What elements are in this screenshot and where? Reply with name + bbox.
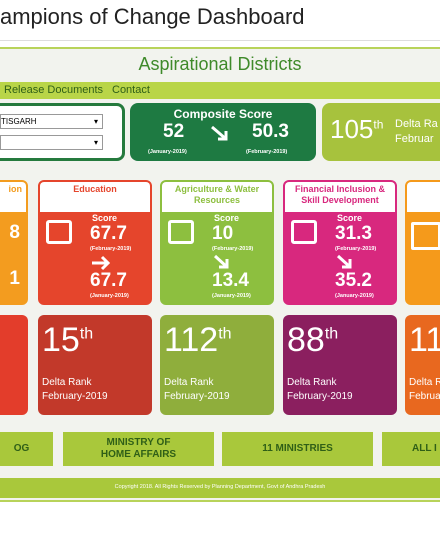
score-top: 8 xyxy=(9,222,20,243)
rank-period: Februa xyxy=(409,391,440,402)
nav-link[interactable]: Release Documents xyxy=(4,84,104,96)
ministry-button[interactable]: MINISTRY OF HOME AFFAIRS xyxy=(63,432,214,466)
score-tile[interactable]: Agriculture & Water Resources Score 10 (Feb… xyxy=(160,180,274,305)
rank-label: Delta Rank xyxy=(164,377,214,388)
ministry-button[interactable]: 11 MINISTRIES xyxy=(222,432,373,466)
state-select[interactable]: TISGARH ▾ xyxy=(0,114,103,129)
rank-value: 88 xyxy=(287,321,325,359)
select-value: TISGARH xyxy=(1,117,37,126)
period-bottom: (January-2019) xyxy=(212,293,251,299)
rank-number: 15th xyxy=(42,321,93,360)
district-select[interactable]: ▾ xyxy=(0,135,103,150)
tile-body: Score 31.3 (February-2019) 35.2 (January-201… xyxy=(285,212,395,303)
rank-suffix: th xyxy=(79,325,94,343)
trend-arrow xyxy=(336,254,352,269)
rank-label: Delta Rank xyxy=(42,377,92,388)
rank-period: February-2019 xyxy=(42,391,108,402)
composite-from-period: (January-2019) xyxy=(148,149,187,155)
tile-title: Financial Inclusion & Skill Development xyxy=(285,182,395,212)
tile-body: Score 10 (February-2019) 13.4 (January-2019) xyxy=(162,212,272,303)
period-top: (February-2019) xyxy=(335,246,377,252)
rank-value: 105 xyxy=(330,114,374,144)
tile-icon xyxy=(291,220,317,244)
rank-suffix: th xyxy=(373,117,384,132)
nav-bar xyxy=(0,82,440,99)
score-tile[interactable]: Education Score 67.7 (February-2019) 67.7 (Ja… xyxy=(38,180,152,305)
tile-title: Agriculture & Water Resources xyxy=(162,182,272,212)
rank-period: February-2019 xyxy=(287,391,353,402)
rank-tile: 88th Delta Rank February-2019 xyxy=(283,315,397,415)
tile-body xyxy=(407,212,440,303)
score-tile[interactable]: Basi xyxy=(405,180,440,305)
score-tile[interactable]: ion 8 1 xyxy=(0,180,28,305)
select-caret: ▾ xyxy=(93,117,98,126)
composite-from: 52 xyxy=(163,121,185,142)
nav-link[interactable]: Contact xyxy=(112,84,150,96)
rank-value: 15 xyxy=(42,321,80,359)
score-label: Score xyxy=(92,213,118,223)
divider xyxy=(0,40,440,41)
rank-tile: 11 Delta R Februa xyxy=(405,315,440,415)
score-label: Score xyxy=(337,213,363,223)
filter-box xyxy=(0,103,125,161)
ministry-button[interactable]: ALL I xyxy=(382,432,440,466)
period-top: (February-2019) xyxy=(212,246,254,252)
footer-text: Copyright 2018. All Rights Reserved by P… xyxy=(114,484,326,490)
rank-period: February-2019 xyxy=(164,391,230,402)
rank-value: 112 xyxy=(164,321,219,359)
period-bottom: (January-2019) xyxy=(90,293,129,299)
rank-suffix: th xyxy=(324,325,339,343)
overall-rank-box: 105th Delta Ra Februar xyxy=(322,103,440,161)
score-bottom: 35.2 xyxy=(335,270,372,291)
rank-label: Delta Rank xyxy=(287,377,337,388)
period-top: (February-2019) xyxy=(90,246,132,252)
composite-title: Composite Score xyxy=(173,107,273,121)
tile-title: Basi xyxy=(407,182,440,212)
score-bottom: 67.7 xyxy=(90,270,127,291)
footer-bar xyxy=(0,478,440,498)
select-caret: ▾ xyxy=(93,138,98,147)
rank-suffix: th xyxy=(218,325,232,343)
rank-number: 112th xyxy=(164,321,232,360)
rank-label: Delta Ra xyxy=(395,118,438,130)
rank-value: 11 xyxy=(409,321,440,359)
rank-number: 88th xyxy=(287,321,338,360)
composite-to: 50.3 xyxy=(252,121,289,142)
rank-period: Februar xyxy=(395,133,434,145)
page-title: ampions of Change Dashboard xyxy=(0,4,305,29)
composite-box: Composite Score 52 50.3 (January-2019) (… xyxy=(130,103,316,161)
score-bottom: 1 xyxy=(9,268,20,289)
ministry-button[interactable]: OG xyxy=(0,432,53,466)
rank-tile: 112th Delta Rank February-2019 xyxy=(160,315,274,415)
score-top: 67.7 xyxy=(90,223,127,244)
tile-icon xyxy=(411,222,440,250)
tile-icon xyxy=(168,220,194,244)
score-top: 10 xyxy=(212,223,234,244)
tile-body: Score 67.7 (February-2019) 67.7 (January-201… xyxy=(40,212,150,303)
score-top: 31.3 xyxy=(335,223,372,244)
score-label: Score xyxy=(214,213,240,223)
trend-arrow xyxy=(92,255,111,271)
rank-tile: 15th Delta Rank February-2019 xyxy=(38,315,152,415)
trend-arrow xyxy=(211,125,228,141)
score-bottom: 13.4 xyxy=(212,270,249,291)
tile-title: ion xyxy=(0,182,26,212)
rank-label: Delta R xyxy=(409,377,440,388)
composite-to-period: (February-2019) xyxy=(246,149,288,155)
overall-rank: 105th xyxy=(330,114,383,145)
tile-title: Education xyxy=(40,182,150,212)
score-tile[interactable]: Financial Inclusion & Skill Development S… xyxy=(283,180,397,305)
rank-number: 11 xyxy=(409,321,440,360)
panel-title: Aspirational Districts xyxy=(138,54,302,74)
period-bottom: (January-2019) xyxy=(335,293,374,299)
trend-arrow xyxy=(213,254,229,269)
tile-icon xyxy=(46,220,72,244)
rank-tile xyxy=(0,315,28,415)
